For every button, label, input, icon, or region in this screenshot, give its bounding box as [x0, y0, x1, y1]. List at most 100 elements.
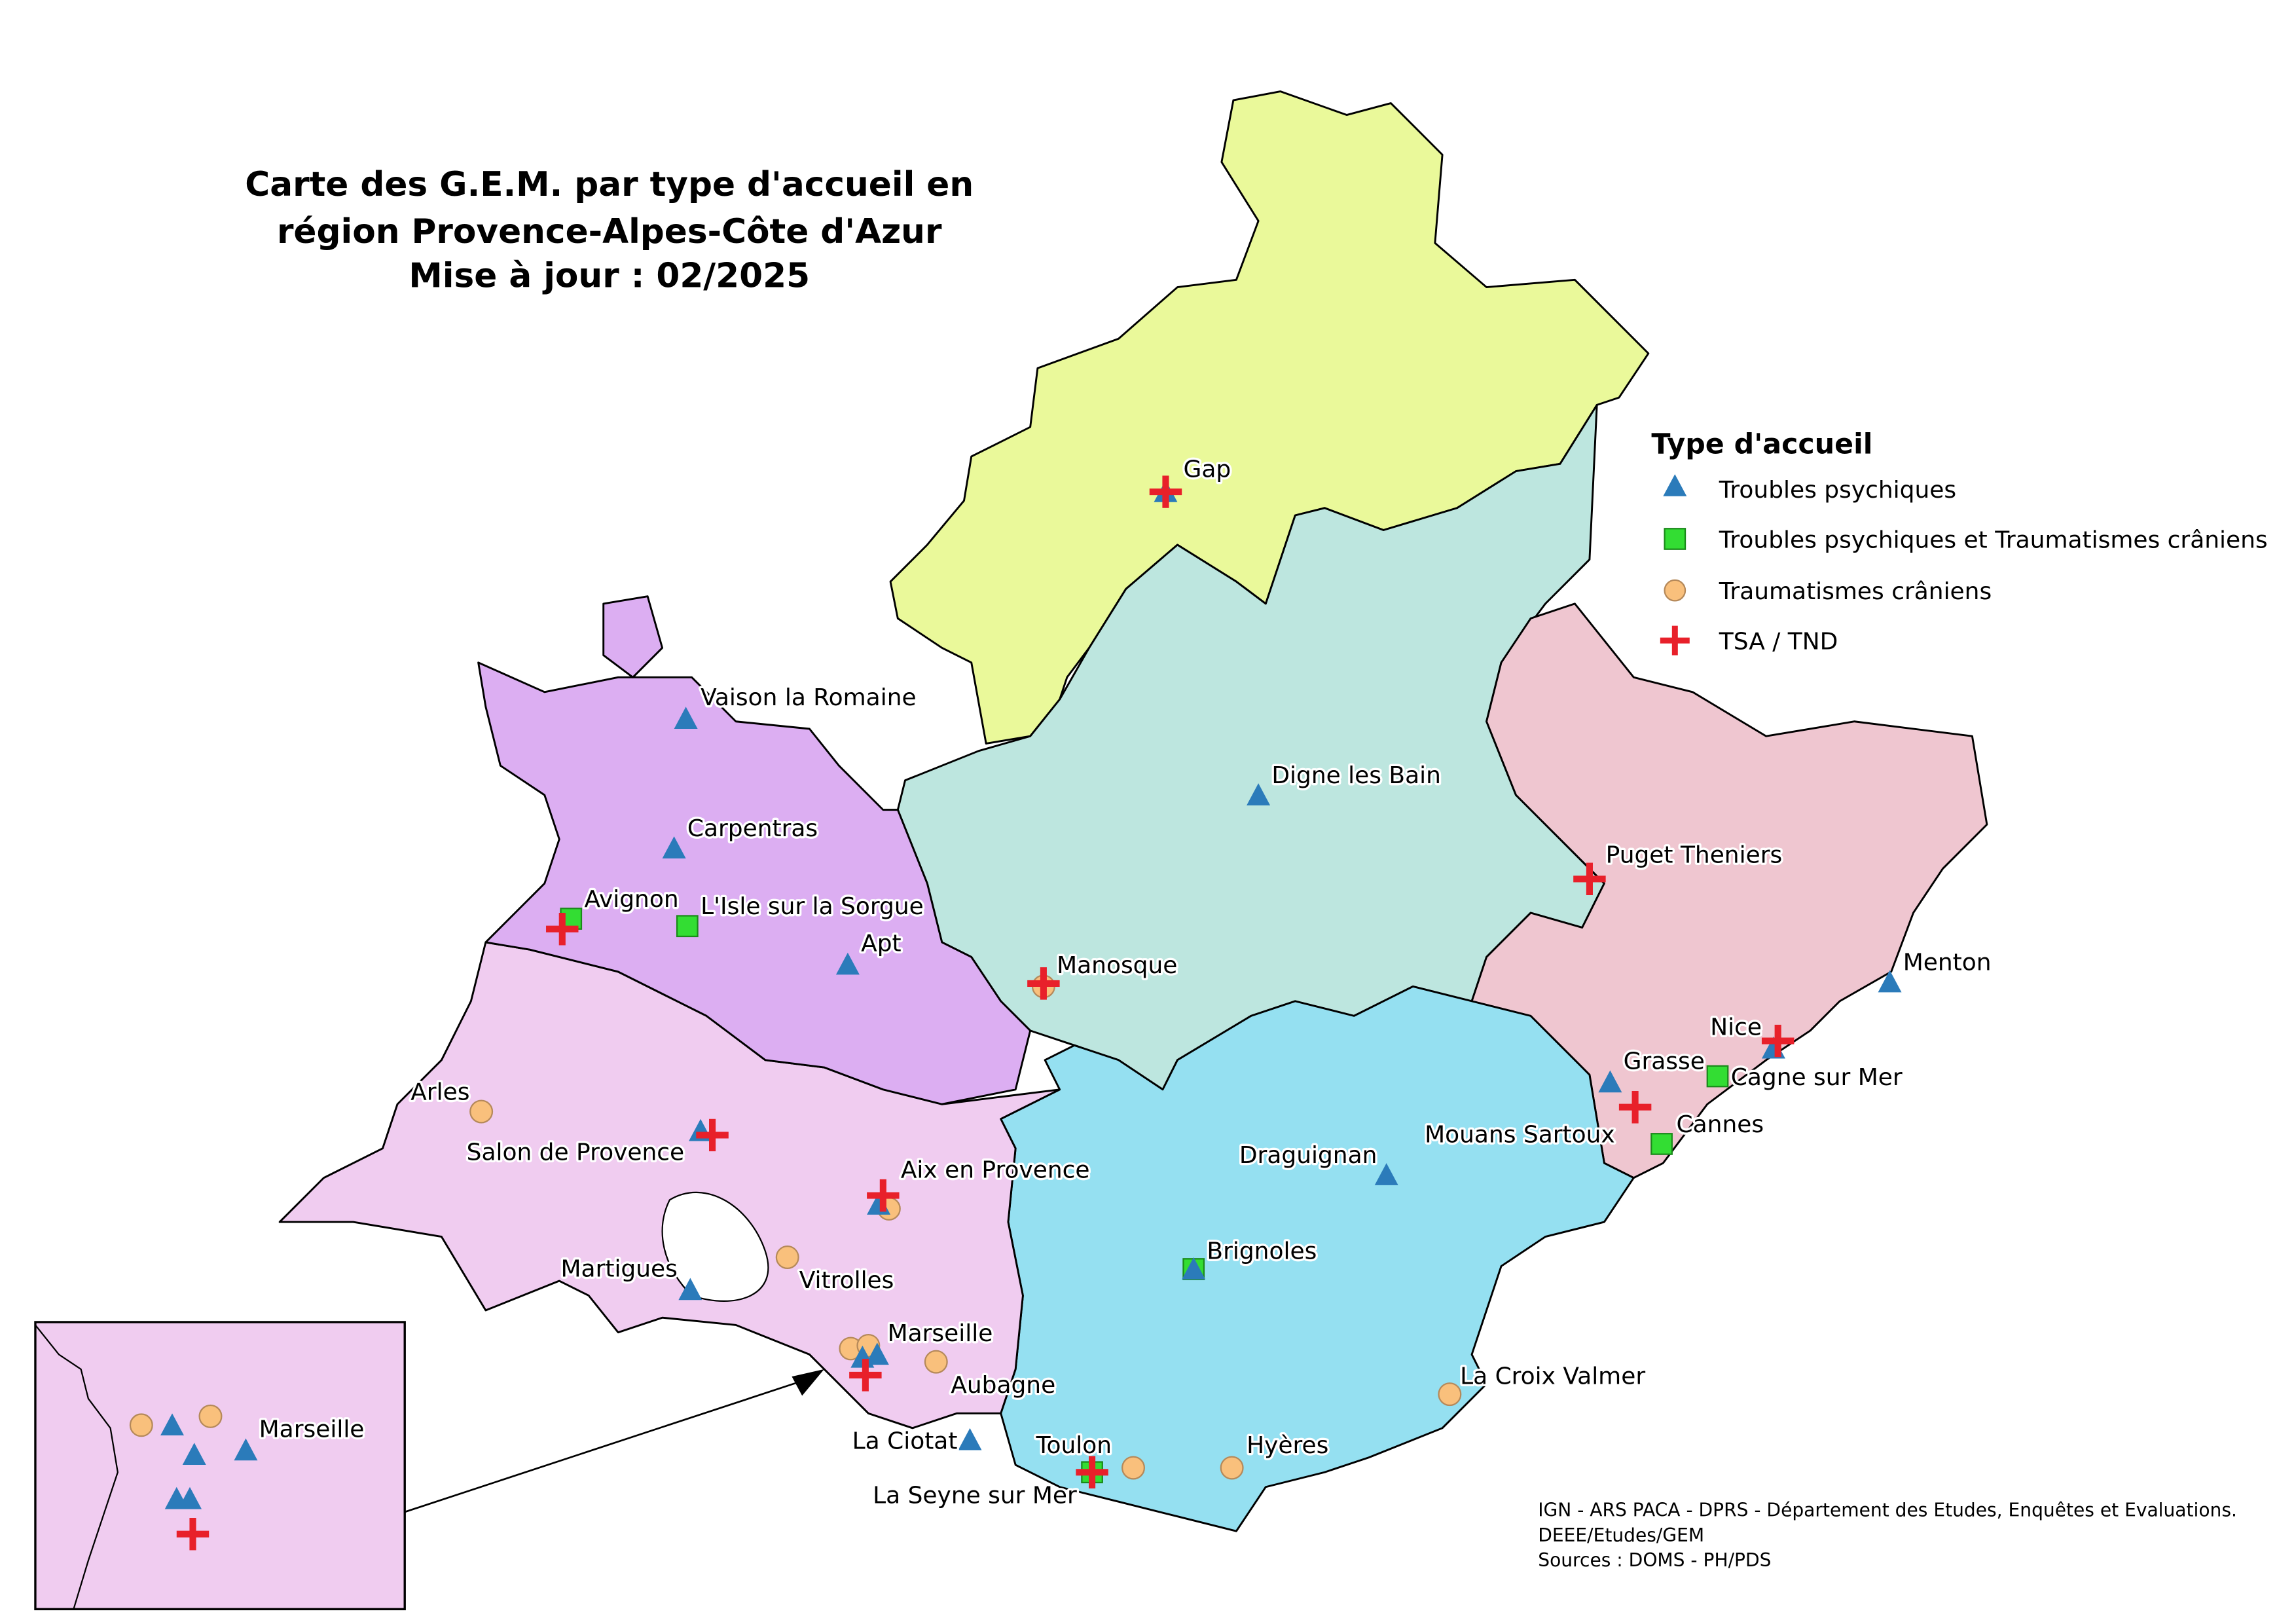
- vaucluse: [477, 661, 1032, 1105]
- legend-circle: [1664, 579, 1686, 602]
- place-label: Cannes: [1677, 1111, 1764, 1138]
- place-label: Draguignan: [1239, 1142, 1377, 1169]
- place-label: Vitrolles: [799, 1267, 894, 1294]
- marker-triangle: [1878, 970, 1902, 993]
- marker-triangle: [234, 1438, 258, 1461]
- marker-triangle: [835, 952, 860, 975]
- marker-circle: [1220, 1456, 1244, 1480]
- inset-arrowhead: [792, 1369, 824, 1396]
- marker-square: [1650, 1133, 1673, 1155]
- legend-cross: [1660, 625, 1690, 655]
- marker-triangle: [1247, 783, 1271, 805]
- marker-triangle: [1374, 1163, 1398, 1185]
- place-label: Gap: [1183, 456, 1231, 483]
- alpes-maritimes: [1470, 602, 1988, 1179]
- place-label: Digne les Bain: [1271, 762, 1441, 789]
- place-label: Puget Theniers: [1606, 842, 1783, 869]
- place-label: Aubagne: [951, 1372, 1055, 1399]
- markers: [469, 475, 1902, 1488]
- source-line: Sources : DOMS - PH/PDS: [1538, 1549, 1771, 1571]
- marker-cross: [1618, 1091, 1652, 1124]
- place-label: Hyères: [1247, 1432, 1328, 1459]
- vaucluse-enclave: [602, 595, 664, 678]
- marker-circle: [1121, 1456, 1146, 1480]
- place-label: Nice: [1710, 1014, 1762, 1041]
- legend-square: [1664, 528, 1686, 550]
- source-line: IGN - ARS PACA - DPRS - Département des …: [1538, 1500, 2237, 1521]
- inset-markers: [129, 1404, 258, 1551]
- marker-circle: [1438, 1382, 1462, 1407]
- marker-circle: [469, 1099, 494, 1124]
- place-label: Arles: [410, 1079, 469, 1105]
- inset-frame: [34, 1321, 406, 1611]
- place-label: L'Isle sur la Sorgue: [701, 893, 924, 920]
- marker-triangle: [674, 707, 698, 729]
- regions: [278, 90, 1988, 1532]
- marker-triangle: [678, 1278, 702, 1301]
- place-label: Avignon: [584, 886, 678, 913]
- marker-circle: [129, 1413, 153, 1437]
- place-label: La Seyne sur Mer: [873, 1482, 1077, 1509]
- legend: Type d'accueil Troubles psychiques Troub…: [1651, 428, 2267, 655]
- marker-cross: [176, 1517, 210, 1551]
- marker-cross: [1573, 862, 1606, 896]
- place-label: Cagne sur Mer: [1731, 1064, 1903, 1091]
- place-label: La Croix Valmer: [1460, 1363, 1645, 1390]
- legend-title: Type d'accueil: [1651, 428, 1872, 461]
- title-line: région Provence-Alpes-Côte d'Azur: [277, 212, 942, 251]
- title: Carte des G.E.M. par type d'accueil en r…: [245, 165, 974, 295]
- sources: IGN - ARS PACA - DPRS - Département des …: [1538, 1500, 2237, 1571]
- marker-triangle: [958, 1428, 982, 1450]
- marker-cross: [867, 1179, 900, 1212]
- place-label: Manosque: [1057, 952, 1177, 979]
- marker-circle: [198, 1404, 223, 1428]
- inset-coast: [35, 1324, 119, 1610]
- marker-triangle: [865, 1342, 889, 1365]
- place-label: Carpentras: [687, 815, 818, 842]
- marker-cross: [1761, 1024, 1795, 1058]
- marker-cross: [696, 1118, 729, 1152]
- place-label: Toulon: [1036, 1432, 1112, 1459]
- place-label: Brignoles: [1207, 1238, 1317, 1264]
- etang-de-berre: [661, 1191, 769, 1302]
- legend-item: TSA / TND: [1719, 629, 1838, 655]
- marker-triangle: [160, 1413, 185, 1436]
- marker-triangle: [182, 1443, 206, 1466]
- inset-pointer: [404, 1380, 803, 1513]
- marker-cross: [1149, 475, 1182, 508]
- title-line: Carte des G.E.M. par type d'accueil en: [245, 165, 974, 204]
- legend-item: Troubles psychiques: [1719, 477, 1956, 504]
- place-label: La Ciotat: [852, 1428, 958, 1454]
- marker-cross: [1076, 1456, 1108, 1488]
- place-label: Vaison la Romaine: [701, 684, 917, 711]
- marker-cross: [849, 1359, 882, 1392]
- inset-place-label: Marseille: [259, 1416, 365, 1443]
- place-label: Grasse: [1624, 1048, 1705, 1075]
- marker-triangle: [1182, 1257, 1206, 1280]
- marker-square: [676, 915, 699, 938]
- marker-circle: [924, 1350, 948, 1374]
- marker-circle: [775, 1246, 799, 1270]
- place-label: Aix en Provence: [901, 1157, 1090, 1184]
- place-label: Martigues: [561, 1255, 678, 1282]
- place-label: Mouans Sartoux: [1425, 1122, 1615, 1149]
- inset: Marseille: [34, 1321, 824, 1611]
- title-line: Mise à jour : 02/2025: [409, 257, 810, 296]
- legend-triangle: [1663, 474, 1687, 496]
- marker-square: [1706, 1065, 1729, 1088]
- place-labels: Gap Vaison la Romaine Carpentras Avignon L'I…: [409, 454, 1994, 1511]
- legend-item: Troubles psychiques et Traumatismes crân…: [1719, 526, 2268, 553]
- marker-cross: [1027, 967, 1060, 1000]
- marker-triangle: [178, 1486, 202, 1509]
- legend-item: Traumatismes crâniens: [1719, 578, 1992, 605]
- var: [1000, 985, 1635, 1532]
- marker-triangle: [1598, 1070, 1622, 1093]
- marker-cross: [546, 912, 579, 946]
- place-label: Apt: [861, 930, 902, 957]
- place-label: Menton: [1903, 950, 1992, 976]
- place-label: Marseille: [888, 1320, 993, 1347]
- source-line: DEEE/Etudes/GEM: [1538, 1524, 1704, 1546]
- place-label: Salon de Provence: [467, 1139, 685, 1166]
